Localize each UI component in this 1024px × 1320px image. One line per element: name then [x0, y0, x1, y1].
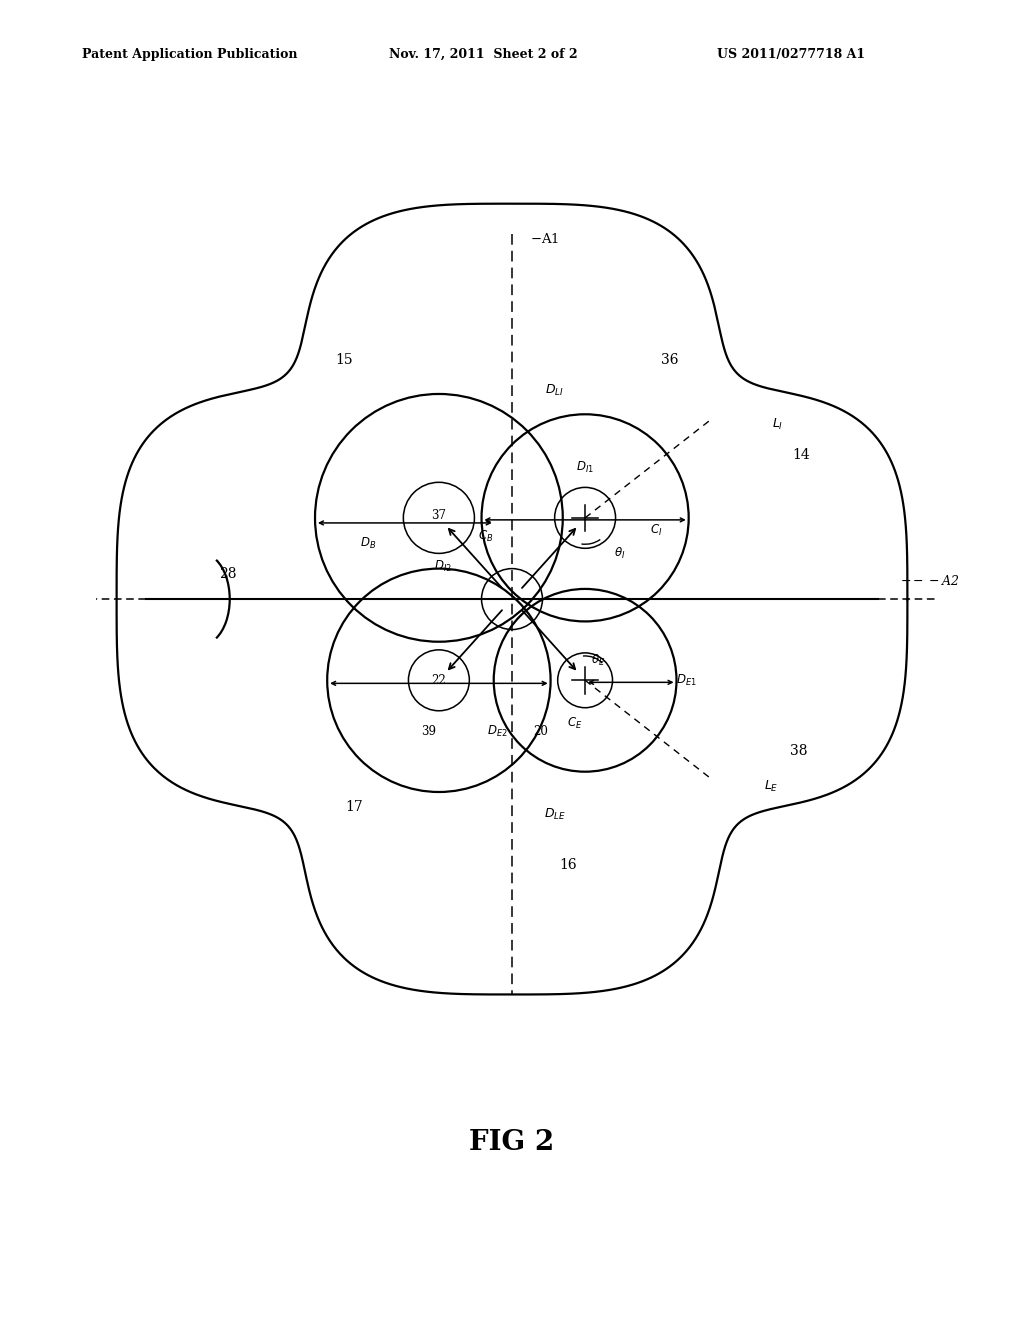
Text: 37: 37: [431, 510, 446, 523]
Text: $---$A2: $---$A2: [900, 574, 959, 587]
Text: $D_{I1}$: $D_{I1}$: [577, 459, 594, 475]
Text: 14: 14: [793, 447, 810, 462]
Text: 17: 17: [346, 800, 364, 814]
Text: 28: 28: [219, 566, 237, 581]
Text: $L_E$: $L_E$: [764, 779, 778, 795]
Text: 20: 20: [534, 725, 548, 738]
Text: $\theta_I$: $\theta_I$: [614, 546, 626, 561]
Text: $C_I$: $C_I$: [650, 523, 663, 537]
Text: $D_{I2}$: $D_{I2}$: [434, 560, 452, 574]
Text: $D_{E2}$: $D_{E2}$: [486, 723, 507, 739]
Text: $\mathit{-}$A1: $\mathit{-}$A1: [530, 231, 559, 246]
Text: 16: 16: [559, 858, 577, 873]
Text: 22: 22: [431, 673, 446, 686]
Text: $D_{E1}$: $D_{E1}$: [676, 673, 697, 688]
Text: $D_B$: $D_B$: [359, 536, 376, 550]
Text: $D_{LE}$: $D_{LE}$: [544, 807, 565, 822]
Text: Nov. 17, 2011  Sheet 2 of 2: Nov. 17, 2011 Sheet 2 of 2: [389, 48, 578, 61]
Text: US 2011/0277718 A1: US 2011/0277718 A1: [717, 48, 865, 61]
Text: FIG 2: FIG 2: [469, 1129, 555, 1156]
Text: $\theta_E$: $\theta_E$: [591, 652, 605, 668]
Text: 15: 15: [336, 354, 353, 367]
Text: $C_E$: $C_E$: [567, 715, 583, 730]
Text: $D_{LI}$: $D_{LI}$: [545, 383, 564, 399]
Text: $C_B$: $C_B$: [478, 528, 494, 544]
Text: 36: 36: [660, 354, 678, 367]
Text: $L_I$: $L_I$: [772, 417, 783, 432]
Text: Patent Application Publication: Patent Application Publication: [82, 48, 297, 61]
Text: 38: 38: [790, 744, 807, 759]
Text: 39: 39: [421, 725, 436, 738]
